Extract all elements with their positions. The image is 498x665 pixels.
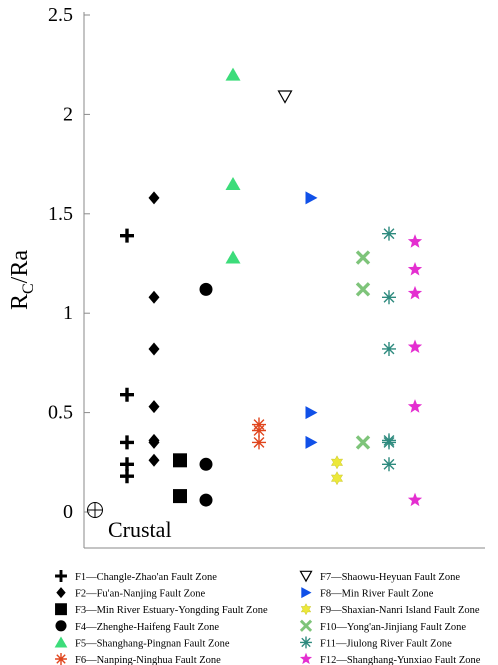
data-point-f3 xyxy=(173,453,187,468)
legend-item-f4: F4—Zhenghe-Haifeng Fault Zone xyxy=(55,620,219,633)
data-point-f4 xyxy=(199,457,213,471)
data-point-f5 xyxy=(225,250,241,264)
data-point-f2 xyxy=(148,435,160,449)
data-point-f12 xyxy=(407,285,423,300)
data-point-f7 xyxy=(277,90,293,104)
legend-item-f6: F6—Nanping-Ninghua Fault Zone xyxy=(55,653,221,665)
data-point-f5 xyxy=(225,67,241,81)
crustal-annotation: Crustal xyxy=(87,502,172,542)
data-point-f2 xyxy=(148,191,160,205)
legend-label: F6—Nanping-Ninghua Fault Zone xyxy=(75,655,221,665)
data-point-f2 xyxy=(148,400,160,414)
data-point-f9 xyxy=(330,471,344,486)
y-tick-label: 0 xyxy=(63,501,73,523)
crustal-label: Crustal xyxy=(108,517,172,542)
data-point-f1 xyxy=(120,457,134,472)
data-point-f8 xyxy=(305,406,318,420)
legend-label: F9—Shaxian-Nanri Island Fault Zone xyxy=(320,605,480,616)
data-point-f10 xyxy=(355,250,371,265)
data-point-f1 xyxy=(120,387,134,402)
data-point-f4 xyxy=(199,282,213,296)
data-point-f6 xyxy=(252,423,266,438)
legend-label: F1—Changle-Zhao'an Fault Zone xyxy=(75,572,217,583)
data-point-f12 xyxy=(407,399,423,413)
y-tick-label: 2.5 xyxy=(48,4,73,26)
legend-item-f5: F5—Shanghang-Pingnan Fault Zone xyxy=(54,636,230,649)
data-point-f10 xyxy=(355,282,371,297)
y-tick-label: 1.5 xyxy=(48,203,73,225)
data-point-f12 xyxy=(407,234,423,248)
legend-label: F2—Fu'an-Nanjing Fault Zone xyxy=(75,589,206,600)
y-axis-label: RC/Ra xyxy=(7,250,37,310)
crosshair-circle-icon xyxy=(87,502,103,519)
legend-label: F4—Zhenghe-Haifeng Fault Zone xyxy=(75,622,219,633)
legend-item-f9: F9—Shaxian-Nanri Island Fault Zone xyxy=(300,603,480,616)
legend-label: F12—Shanghang-Yunxiao Fault Zone xyxy=(320,655,481,665)
legend-item-f1: F1—Changle-Zhao'an Fault Zone xyxy=(55,570,217,583)
y-tick-label: 0.5 xyxy=(48,402,73,424)
legend-item-f7: F7—Shaowu-Heyuan Fault Zone xyxy=(299,570,460,583)
y-tick-label: 2 xyxy=(63,103,73,125)
legend-item-f8: F8—Min River Fault Zone xyxy=(301,587,434,600)
axes: 0 0.5 1 1.5 2 2.5 xyxy=(48,4,485,549)
data-point-f8 xyxy=(305,435,318,449)
data-point-f3 xyxy=(173,489,187,504)
data-point-f12 xyxy=(407,492,423,507)
legend: F1—Changle-Zhao'an Fault Zone F2—Fu'an-Na… xyxy=(54,570,481,665)
y-ticks: 0 0.5 1 1.5 2 2.5 xyxy=(48,4,90,523)
data-point-f2 xyxy=(148,342,160,356)
data-point-f8 xyxy=(305,191,318,205)
data-point-f9 xyxy=(330,455,344,470)
data-point-f11 xyxy=(382,226,396,241)
data-point-f12 xyxy=(407,261,423,276)
data-point-f2 xyxy=(148,453,160,467)
legend-item-f11: F11—Jiulong River Fault Zone xyxy=(300,636,452,649)
data-point-f1 xyxy=(120,435,134,450)
data-point-f1 xyxy=(120,228,134,243)
data-point-f5 xyxy=(225,176,241,190)
data-point-f11 xyxy=(382,290,396,305)
y-tick-label: 1 xyxy=(63,302,73,324)
data-point-f11 xyxy=(382,435,396,450)
data-point-f4 xyxy=(199,493,213,507)
legend-label: F8—Min River Fault Zone xyxy=(320,589,434,600)
data-point-f2 xyxy=(148,290,160,304)
data-point-f6 xyxy=(252,435,266,450)
data-point-f12 xyxy=(407,339,423,354)
legend-label: F5—Shanghang-Pingnan Fault Zone xyxy=(75,638,230,649)
data-point-f11 xyxy=(382,457,396,472)
legend-label: F3—Min River Estuary-Yongding Fault Zone xyxy=(75,605,268,616)
data-points xyxy=(120,67,423,507)
data-point-f1 xyxy=(120,469,134,484)
legend-item-f3: F3—Min River Estuary-Yongding Fault Zone xyxy=(55,603,268,616)
legend-item-f12: F12—Shanghang-Yunxiao Fault Zone xyxy=(299,652,481,665)
data-point-f11 xyxy=(382,341,396,356)
legend-label: F7—Shaowu-Heyuan Fault Zone xyxy=(320,572,460,583)
data-point-f10 xyxy=(355,435,371,450)
legend-label: F11—Jiulong River Fault Zone xyxy=(320,638,452,649)
legend-item-f10: F10—Yong'an-Jinjiang Fault Zone xyxy=(299,619,466,633)
legend-item-f2: F2—Fu'an-Nanjing Fault Zone xyxy=(56,587,206,600)
legend-label: F10—Yong'an-Jinjiang Fault Zone xyxy=(320,622,466,633)
